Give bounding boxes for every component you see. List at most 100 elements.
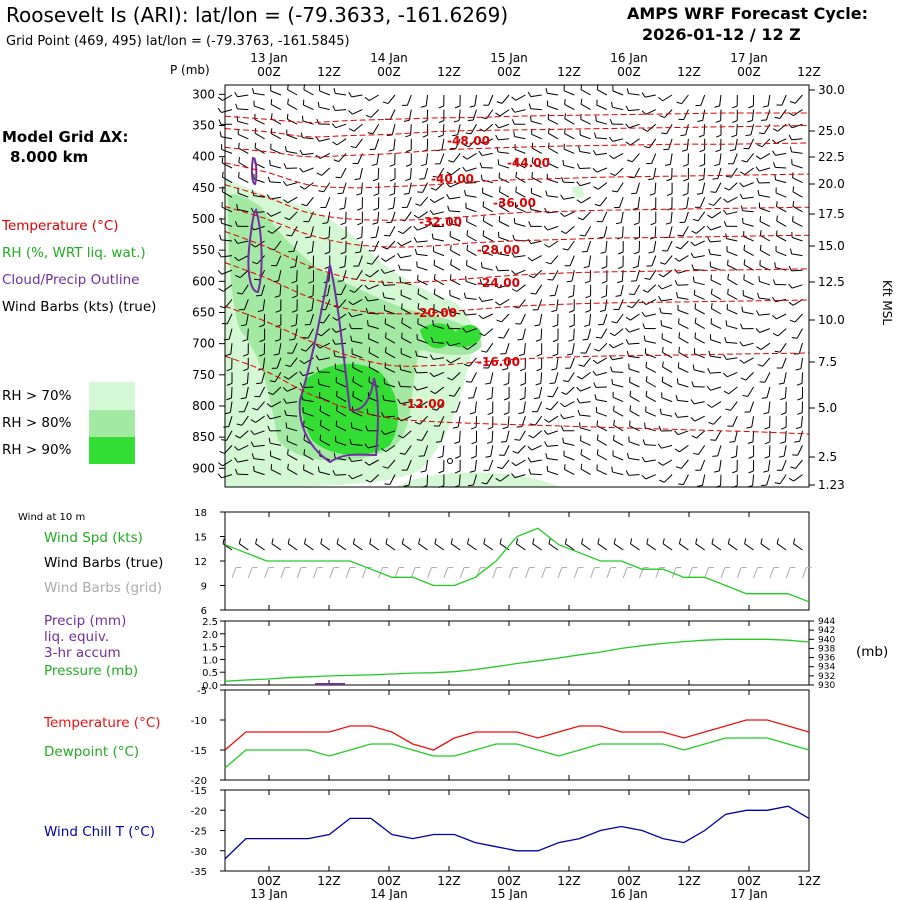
wind-barb-shaft — [531, 192, 542, 198]
wind-barb-shaft — [710, 323, 722, 330]
wind-barb — [511, 284, 526, 292]
wind-barb-flag — [792, 216, 794, 222]
wind-barb-shaft — [451, 372, 461, 381]
wind-barb — [234, 457, 249, 463]
wind-barb-shaft — [664, 255, 673, 265]
wind-barb — [349, 284, 363, 293]
wind-barb-flag — [641, 110, 647, 115]
wind-barb-flag — [592, 168, 598, 173]
wind-barb-flag — [498, 216, 501, 222]
wind-barb-shaft — [730, 401, 738, 411]
wind-barb-shaft — [743, 249, 754, 257]
wind-barb — [612, 434, 624, 446]
wind-barb-flag — [415, 350, 418, 357]
legend-wind-barbs-grid: Wind Barbs (grid) — [44, 580, 162, 596]
wind-barb-flag — [373, 207, 379, 211]
wind-barb — [547, 142, 559, 154]
wind-barb-shaft — [693, 255, 705, 259]
surface-barb-flag — [271, 538, 274, 544]
wind-barb — [511, 269, 526, 275]
wind-barb-flag — [743, 231, 745, 237]
wind-barb-shaft — [468, 138, 477, 148]
wind-barb-shaft — [442, 124, 445, 136]
wind-barb-flag — [479, 332, 485, 337]
rh80-label: RH > 80% — [2, 415, 72, 431]
wind-barb-shaft — [662, 459, 673, 466]
wind-barb — [742, 386, 755, 397]
wind-barb-flag — [626, 305, 633, 309]
wind-barb-shaft — [351, 313, 363, 318]
wind-barb-flag — [397, 241, 402, 247]
wind-barb-shaft — [458, 474, 461, 486]
wind-barb — [357, 211, 363, 226]
wind-barb-flag — [482, 230, 485, 236]
wind-barb — [549, 372, 559, 384]
wind-barb — [352, 376, 363, 388]
wind-barb-flag — [742, 290, 744, 296]
wind-barb-flag — [611, 466, 613, 473]
wind-barb — [776, 215, 787, 227]
wind-barb — [401, 459, 412, 471]
wind-barb-flag — [691, 381, 695, 387]
wind-barb-shaft — [226, 313, 233, 325]
wind-barb-flag — [368, 333, 370, 339]
surface-barb-flag — [760, 538, 763, 544]
wind-barb-shaft — [746, 153, 754, 163]
wind-barb-shaft — [580, 118, 591, 125]
wind-barb-shaft — [361, 226, 363, 238]
wind-barb-flag — [366, 262, 373, 265]
wind-barb — [710, 318, 722, 330]
wind-barb — [315, 342, 331, 349]
wind-barb-shaft — [384, 297, 396, 300]
wind-barb-flag — [469, 412, 476, 415]
wind-barb-flag — [446, 323, 450, 329]
legend-pressure: Pressure (mb) — [44, 663, 138, 679]
wind-barb — [694, 289, 705, 300]
wind-barb-flag — [498, 454, 505, 456]
wind-barb-flag — [677, 234, 683, 237]
wind-barb-flag — [788, 112, 794, 117]
surface-barb-grid-flag — [610, 566, 617, 569]
surface-barb-shaft — [679, 543, 689, 551]
wind-barb-shaft — [406, 94, 412, 106]
wind-barb-flag — [403, 484, 410, 487]
wind-barb — [413, 385, 428, 391]
wind-barb-flag — [780, 397, 786, 401]
wind-barb-flag — [725, 408, 731, 411]
wind-barb — [350, 422, 363, 432]
wind-barb — [659, 255, 673, 265]
surface-barb — [597, 538, 608, 551]
wind-barb-flag — [629, 390, 632, 397]
wind-barb — [715, 124, 722, 138]
panel-y-tick-label: -15 — [191, 746, 207, 757]
wind-barb-flag — [547, 157, 549, 164]
wind-barb — [433, 273, 445, 286]
wind-barb — [712, 445, 722, 457]
wind-barb-shaft — [466, 221, 477, 227]
wind-barb-flag — [774, 262, 776, 268]
wind-barb-shaft — [633, 167, 640, 178]
surface-barb-flag — [320, 538, 323, 544]
wind-barb-shaft — [783, 372, 787, 384]
wind-barb-flag — [353, 265, 359, 267]
wind-barb — [316, 167, 331, 176]
surface-barb — [434, 538, 445, 551]
wind-barb-flag — [299, 371, 304, 376]
wind-barb-shaft — [499, 221, 510, 227]
wind-barb-shaft — [700, 459, 706, 471]
p-tick-label: 700 — [192, 337, 215, 351]
wind-barb-shaft — [552, 386, 559, 397]
wind-barb — [797, 387, 803, 401]
wind-barb — [544, 240, 559, 248]
wind-barb-shaft — [304, 182, 314, 190]
wind-barb-shaft — [628, 474, 640, 476]
wind-barb — [462, 309, 477, 316]
wind-barb-flag — [560, 414, 565, 419]
wind-barb-shaft — [254, 132, 265, 140]
wind-barb-shaft — [253, 470, 265, 476]
wind-barb-flag — [706, 225, 711, 231]
wind-barb-flag — [772, 128, 778, 132]
surface-barb-flag — [304, 538, 307, 544]
wind-barb — [595, 407, 608, 417]
wind-barb-shaft — [727, 278, 738, 286]
